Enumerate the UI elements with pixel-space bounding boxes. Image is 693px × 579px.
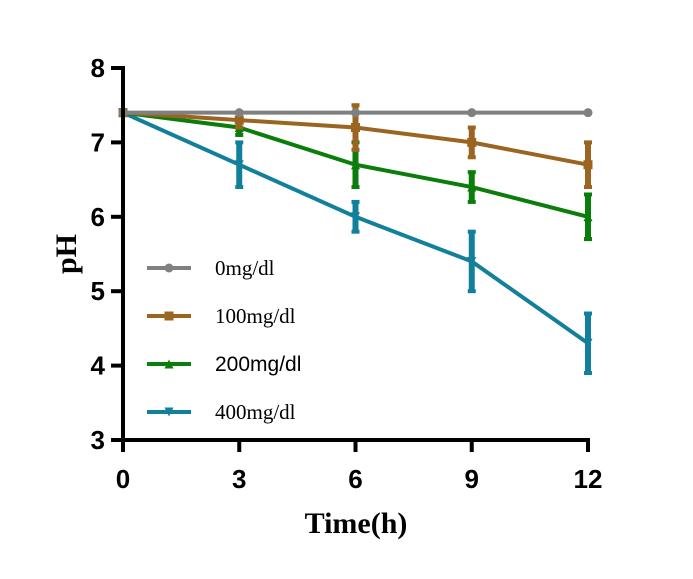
legend-label: 400mg/dl <box>215 400 296 424</box>
data-point <box>351 108 360 118</box>
legend-label: 200mg/dl <box>215 353 301 376</box>
data-point <box>467 182 477 192</box>
data-point <box>583 108 593 118</box>
series-layer <box>118 103 593 376</box>
data-point <box>467 137 477 147</box>
x-tick-label: 6 <box>348 464 362 494</box>
y-tick-label: 3 <box>91 425 105 455</box>
legend-swatch-marker <box>164 407 174 417</box>
y-tick-label: 4 <box>91 351 106 381</box>
data-point <box>234 108 244 118</box>
legend: 0mg/dl 100mg/dl 200mg/dl 400mg/dl <box>147 256 301 424</box>
data-point <box>351 160 360 170</box>
series-400mg-dl <box>118 108 593 376</box>
data-point <box>351 123 360 133</box>
legend-swatch-marker <box>164 359 174 369</box>
x-tick-label: 9 <box>465 464 479 494</box>
x-tick-label: 12 <box>574 464 603 494</box>
data-point <box>351 212 360 222</box>
legend-swatch-marker <box>164 263 174 273</box>
x-ticks: 0 3 6 9 12 <box>116 440 603 494</box>
y-ticks: 3 4 5 6 7 8 <box>91 53 123 455</box>
y-tick-label: 8 <box>91 53 105 83</box>
data-point <box>583 160 593 170</box>
series-0mg-dl <box>118 108 593 118</box>
legend-item: 200mg/dl <box>147 353 301 376</box>
x-tick-label: 0 <box>116 464 130 494</box>
data-point <box>467 108 477 118</box>
y-axis-title: pH <box>50 234 83 274</box>
legend-item: 0mg/dl <box>147 256 275 280</box>
y-tick-label: 6 <box>91 202 105 232</box>
data-point <box>583 338 593 348</box>
data-point <box>234 115 244 125</box>
legend-label: 0mg/dl <box>215 256 275 280</box>
y-tick-label: 7 <box>91 127 105 157</box>
x-tick-label: 3 <box>232 464 246 494</box>
x-axis-title: Time(h) <box>305 507 408 540</box>
data-point <box>467 256 477 266</box>
data-point <box>234 160 244 170</box>
legend-label: 100mg/dl <box>215 304 296 328</box>
legend-item: 100mg/dl <box>147 304 296 328</box>
y-tick-label: 5 <box>91 276 105 306</box>
data-point <box>583 212 593 222</box>
legend-swatch-marker <box>164 311 174 321</box>
legend-item: 400mg/dl <box>147 400 296 424</box>
